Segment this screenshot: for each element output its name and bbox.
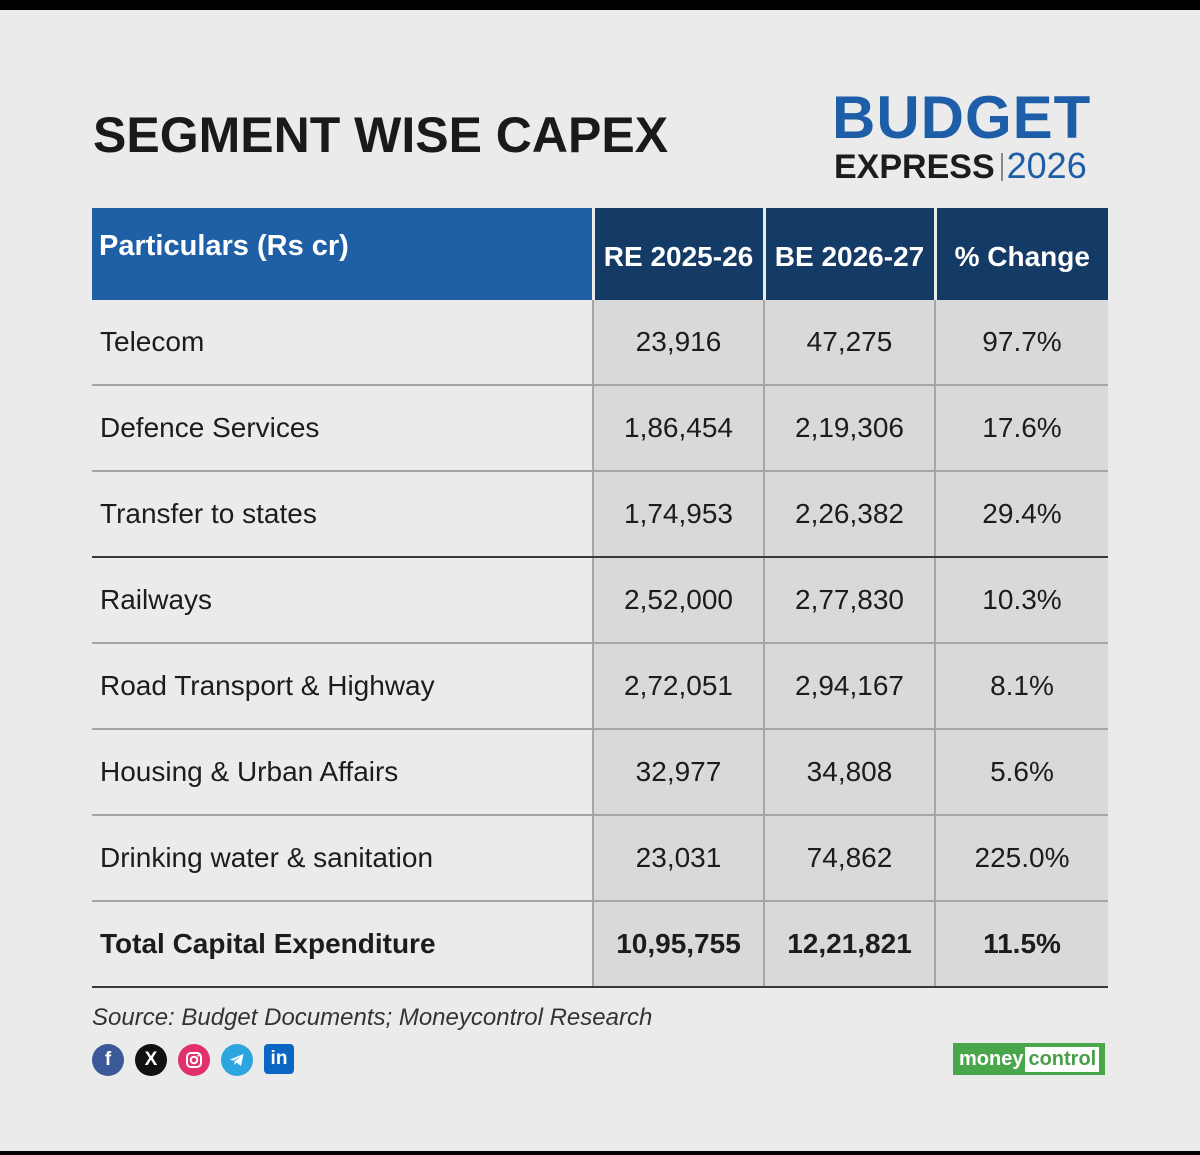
column-header-particulars: Particulars (Rs cr) bbox=[92, 208, 593, 300]
table-row: Railways 2,52,000 2,77,830 10.3% bbox=[92, 557, 1108, 644]
cell-re: 2,72,051 bbox=[592, 643, 764, 730]
cell-be: 74,862 bbox=[763, 815, 935, 902]
page-title: SEGMENT WISE CAPEX bbox=[93, 107, 669, 163]
cell-change: 8.1% bbox=[934, 643, 1108, 730]
x-icon[interactable]: X bbox=[135, 1044, 167, 1076]
cell-be: 2,94,167 bbox=[763, 643, 935, 730]
cell-change: 17.6% bbox=[934, 385, 1108, 472]
brand-year: 2026 bbox=[1006, 145, 1087, 186]
table-row: Housing & Urban Affairs 32,977 34,808 5.… bbox=[92, 729, 1108, 816]
instagram-icon[interactable] bbox=[178, 1044, 210, 1076]
cell-be: 2,77,830 bbox=[763, 557, 935, 644]
table-row: Defence Services 1,86,454 2,19,306 17.6% bbox=[92, 385, 1108, 472]
cell-re: 23,916 bbox=[592, 300, 764, 386]
table-row: Telecom 23,916 47,275 97.7% bbox=[92, 300, 1108, 386]
telegram-icon[interactable] bbox=[221, 1044, 253, 1076]
column-header-be: BE 2026-27 bbox=[762, 208, 935, 300]
cell-change: 29.4% bbox=[934, 471, 1108, 558]
column-header-re: RE 2025-26 bbox=[591, 208, 764, 300]
table-total-row: Total Capital Expenditure 10,95,755 12,2… bbox=[92, 901, 1108, 988]
capex-table: Particulars (Rs cr) RE 2025-26 BE 2026-2… bbox=[92, 208, 1108, 988]
cell-change: 10.3% bbox=[934, 557, 1108, 644]
cell-particular: Drinking water & sanitation bbox=[92, 815, 593, 902]
moneycontrol-logo: money control bbox=[953, 1043, 1106, 1075]
logo-part-control: control bbox=[1025, 1046, 1100, 1072]
cell-be: 2,19,306 bbox=[763, 385, 935, 472]
cell-total-be: 12,21,821 bbox=[763, 901, 935, 988]
facebook-icon[interactable]: f bbox=[92, 1044, 124, 1076]
table-row: Road Transport & Highway 2,72,051 2,94,1… bbox=[92, 643, 1108, 730]
cell-particular: Road Transport & Highway bbox=[92, 643, 593, 730]
cell-particular: Housing & Urban Affairs bbox=[92, 729, 593, 816]
brand-express-line: EXPRESS 2026 bbox=[834, 146, 1087, 187]
social-links: f X in bbox=[92, 1044, 294, 1076]
cell-change: 225.0% bbox=[934, 815, 1108, 902]
cell-change: 5.6% bbox=[934, 729, 1108, 816]
table-row: Transfer to states 1,74,953 2,26,382 29.… bbox=[92, 471, 1108, 558]
cell-be: 47,275 bbox=[763, 300, 935, 386]
cell-total-re: 10,95,755 bbox=[592, 901, 764, 988]
infographic: SEGMENT WISE CAPEX BUDGET EXPRESS 2026 Pa… bbox=[0, 10, 1200, 1151]
brand-express-text: EXPRESS bbox=[834, 148, 995, 186]
cell-total-label: Total Capital Expenditure bbox=[92, 901, 593, 988]
cell-re: 1,74,953 bbox=[592, 471, 764, 558]
cell-change: 97.7% bbox=[934, 300, 1108, 386]
linkedin-icon[interactable]: in bbox=[264, 1044, 294, 1074]
cell-re: 1,86,454 bbox=[592, 385, 764, 472]
table-row: Drinking water & sanitation 23,031 74,86… bbox=[92, 815, 1108, 902]
logo-part-money: money bbox=[959, 1047, 1024, 1070]
cell-particular: Railways bbox=[92, 557, 593, 644]
brand-budget-text: BUDGET bbox=[832, 84, 1092, 151]
cell-particular: Telecom bbox=[92, 300, 593, 386]
cell-re: 32,977 bbox=[592, 729, 764, 816]
cell-be: 2,26,382 bbox=[763, 471, 935, 558]
source-note: Source: Budget Documents; Moneycontrol R… bbox=[92, 1004, 653, 1031]
cell-particular: Defence Services bbox=[92, 385, 593, 472]
cell-be: 34,808 bbox=[763, 729, 935, 816]
cell-re: 23,031 bbox=[592, 815, 764, 902]
table-header-row: Particulars (Rs cr) RE 2025-26 BE 2026-2… bbox=[92, 208, 1108, 300]
brand-separator bbox=[1000, 153, 1003, 181]
cell-re: 2,52,000 bbox=[592, 557, 764, 644]
budget-express-logo: BUDGET EXPRESS 2026 bbox=[832, 88, 1122, 188]
column-header-change: % Change bbox=[933, 208, 1108, 300]
cell-total-change: 11.5% bbox=[934, 901, 1108, 988]
cell-particular: Transfer to states bbox=[92, 471, 593, 558]
